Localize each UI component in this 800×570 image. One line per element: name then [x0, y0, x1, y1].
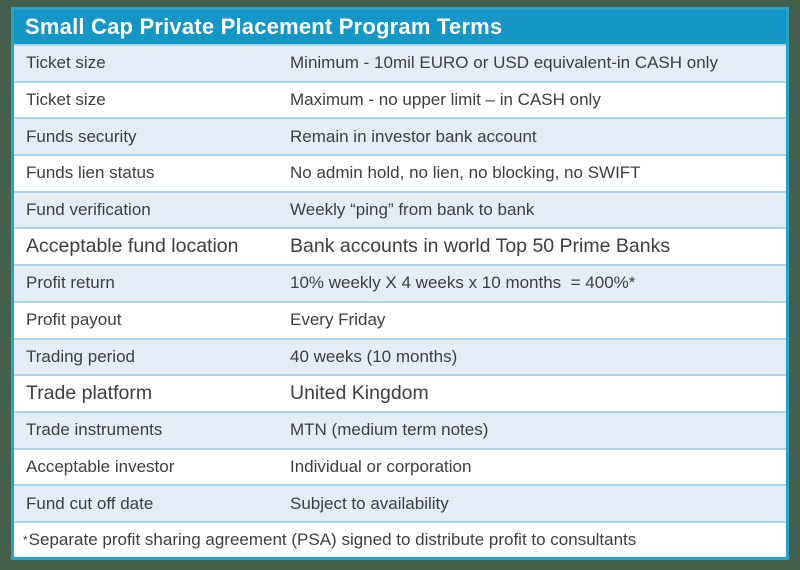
row-label: Profit payout — [26, 310, 122, 330]
footnote-text: Separate profit sharing agreement (PSA) … — [28, 530, 637, 549]
row-value: 40 weeks (10 months) — [290, 346, 458, 366]
row-label: Funds lien status — [26, 163, 155, 183]
row-value: United Kingdom — [290, 382, 429, 405]
table-row: Profit return 10% weekly X 4 weeks x 10 m… — [14, 264, 786, 301]
footnote: * Separate profit sharing agreement (PSA)… — [14, 521, 786, 557]
table-row: Trading period 40 weeks (10 months) — [14, 337, 786, 375]
row-value: 10% weekly X 4 weeks x 10 months = 400%* — [290, 273, 636, 293]
row-label: Acceptable fund location — [26, 235, 239, 258]
row-value: Individual or corporation — [290, 456, 472, 476]
row-label: Profit return — [26, 273, 115, 293]
table-row: Ticket size Maximum - no upper limit – in… — [14, 80, 786, 118]
table-row: Fund verification Weekly “ping” from bank… — [14, 190, 786, 228]
table-row: Funds lien status No admin hold, no lien,… — [14, 154, 786, 191]
row-label: Fund verification — [26, 200, 151, 220]
terms-table: Small Cap Private Placement Program Term… — [11, 7, 789, 560]
row-value: Bank accounts in world Top 50 Prime Bank… — [290, 235, 671, 258]
row-value: Minimum - 10mil EURO or USD equivalent-i… — [290, 53, 718, 73]
row-label: Trading period — [26, 346, 135, 366]
row-value: Subject to availability — [290, 493, 449, 513]
row-value: Weekly “ping” from bank to bank — [290, 200, 535, 220]
row-label: Ticket size — [26, 90, 106, 110]
row-label: Fund cut off date — [26, 493, 154, 513]
row-label: Trade platform — [26, 382, 153, 405]
table-row: Funds security Remain in investor bank ac… — [14, 117, 786, 155]
table-row: Trade instruments MTN (medium term notes) — [14, 410, 786, 448]
table-row: Ticket size Minimum - 10mil EURO or USD e… — [14, 44, 786, 81]
row-value: Remain in investor bank account — [290, 126, 537, 146]
row-label: Funds security — [26, 126, 137, 146]
table-row: Acceptable investor Individual or corpora… — [14, 447, 786, 485]
row-value: No admin hold, no lien, no blocking, no … — [290, 163, 641, 183]
table-rows: Ticket size Minimum - 10mil EURO or USD e… — [14, 44, 786, 521]
row-value: Every Friday — [290, 310, 386, 330]
table-row: Acceptable fund location Bank accounts in… — [14, 227, 786, 265]
row-value: MTN (medium term notes) — [290, 420, 489, 440]
row-label: Ticket size — [26, 53, 106, 73]
table-row: Fund cut off date Subject to availability — [14, 484, 786, 521]
row-label: Trade instruments — [26, 420, 163, 440]
row-value: Maximum - no upper limit – in CASH only — [290, 90, 601, 110]
table-row: Trade platform United Kingdom — [14, 374, 786, 411]
table-row: Profit payout Every Friday — [14, 300, 786, 338]
table-title: Small Cap Private Placement Program Term… — [14, 10, 786, 44]
row-label: Acceptable investor — [26, 456, 175, 476]
